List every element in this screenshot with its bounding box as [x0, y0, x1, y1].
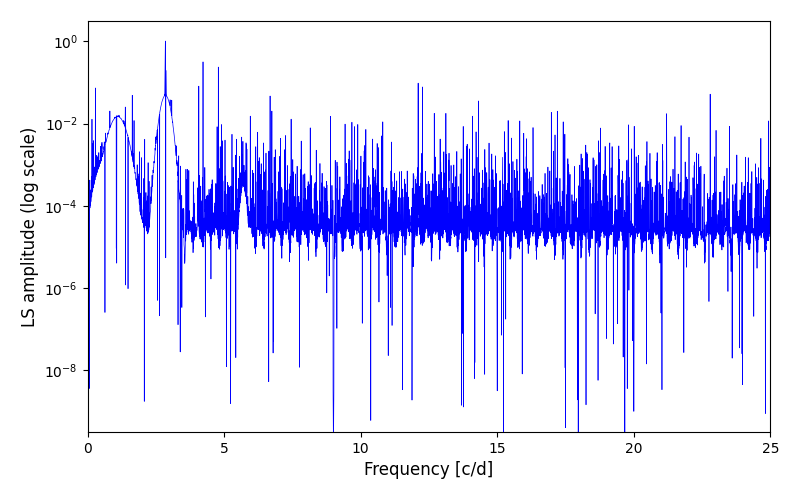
- Y-axis label: LS amplitude (log scale): LS amplitude (log scale): [21, 126, 39, 326]
- X-axis label: Frequency [c/d]: Frequency [c/d]: [364, 461, 494, 479]
